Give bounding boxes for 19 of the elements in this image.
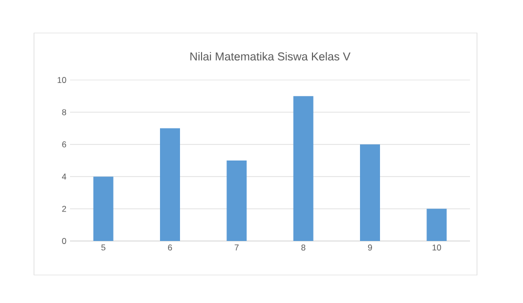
y-tick-label: 6 [62, 141, 66, 148]
bar [226, 160, 247, 241]
chart-title: Nilai Matematika Siswa Kelas V [190, 52, 350, 60]
x-tick-label: 10 [432, 244, 442, 251]
y-tick-label: 10 [58, 77, 66, 83]
bar [426, 208, 447, 241]
x-tick-label: 8 [301, 244, 306, 251]
bar [93, 176, 114, 241]
bar [293, 96, 314, 241]
x-tick-label: 5 [101, 244, 106, 250]
y-tick-label: 0 [62, 238, 66, 244]
y-tick-label: 8 [62, 109, 66, 116]
x-tick-label: 6 [168, 244, 172, 251]
y-tick-label: 2 [62, 206, 66, 212]
bar [360, 144, 380, 241]
bar [160, 128, 180, 241]
x-tick-label: 7 [234, 244, 239, 250]
x-tick-label: 9 [368, 244, 372, 251]
y-tick-label: 4 [62, 174, 66, 180]
